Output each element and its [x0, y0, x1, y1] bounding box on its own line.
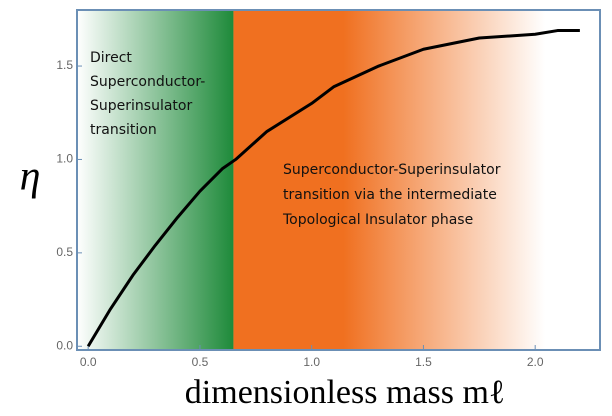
region: [233, 10, 600, 350]
region-label: Superconductor-Superinsulator: [283, 162, 501, 178]
x-axis-label: dimensionless mass mℓ: [185, 374, 505, 411]
y-tick-label: 0.0: [56, 338, 73, 352]
region-label: Superinsulator: [90, 98, 192, 114]
x-tick-label: 1.0: [303, 355, 320, 369]
plot-frame: [76, 9, 601, 351]
x-tick-label: 0.0: [80, 355, 97, 369]
region-label: transition: [90, 122, 157, 138]
region-label: Superconductor-: [90, 74, 205, 90]
region-label: Topological Insulator phase: [282, 212, 473, 228]
y-tick-label: 0.5: [56, 245, 73, 259]
x-tick-label: 0.5: [192, 355, 209, 369]
region-label: Direct: [90, 50, 132, 66]
x-tick-label: 2.0: [527, 355, 544, 369]
region: [77, 10, 234, 350]
y-tick-label: 1.5: [56, 58, 73, 72]
y-axis-label: η: [20, 154, 41, 200]
region-label: transition via the intermediate: [283, 187, 497, 203]
x-tick-label: 1.5: [415, 355, 432, 369]
curve: [86, 29, 580, 348]
regions: [77, 10, 600, 350]
y-tick-label: 1.0: [56, 152, 73, 166]
